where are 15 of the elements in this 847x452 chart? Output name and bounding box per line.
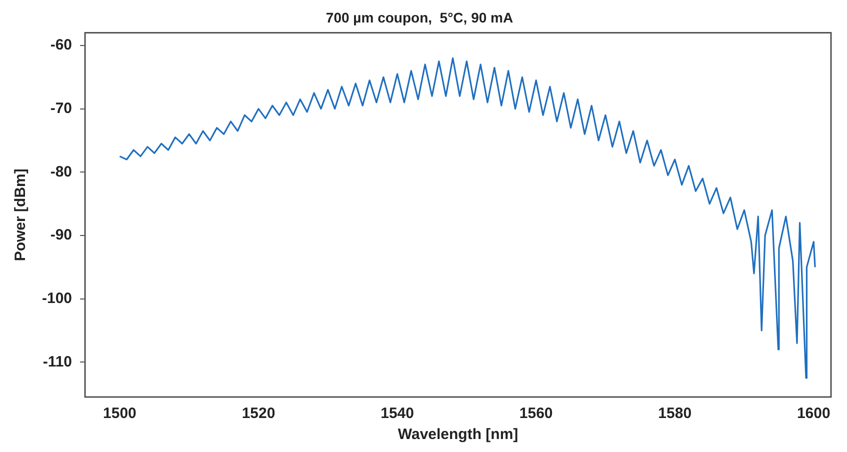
y-axis-title: Power [dBm] (12, 168, 30, 262)
y-tick-label: -60 (50, 36, 72, 54)
x-tick-label: 1580 (658, 405, 692, 422)
x-axis-title: Wavelength [nm] (398, 426, 518, 444)
x-tick-label: 1520 (242, 405, 276, 422)
y-tick-label: -110 (42, 353, 72, 370)
x-tick-label: 1600 (796, 405, 830, 422)
y-tick-label: -90 (50, 226, 72, 244)
y-tick-label: -80 (50, 163, 72, 180)
y-tick-label: -70 (50, 100, 72, 117)
y-tick-label: -100 (42, 290, 72, 307)
x-tick-label: 1560 (519, 405, 553, 422)
x-tick-label: 1500 (103, 405, 136, 422)
chart-title: 700 µm coupon, 5°C, 90 mA (326, 9, 514, 26)
x-tick-label: 1540 (380, 405, 414, 422)
